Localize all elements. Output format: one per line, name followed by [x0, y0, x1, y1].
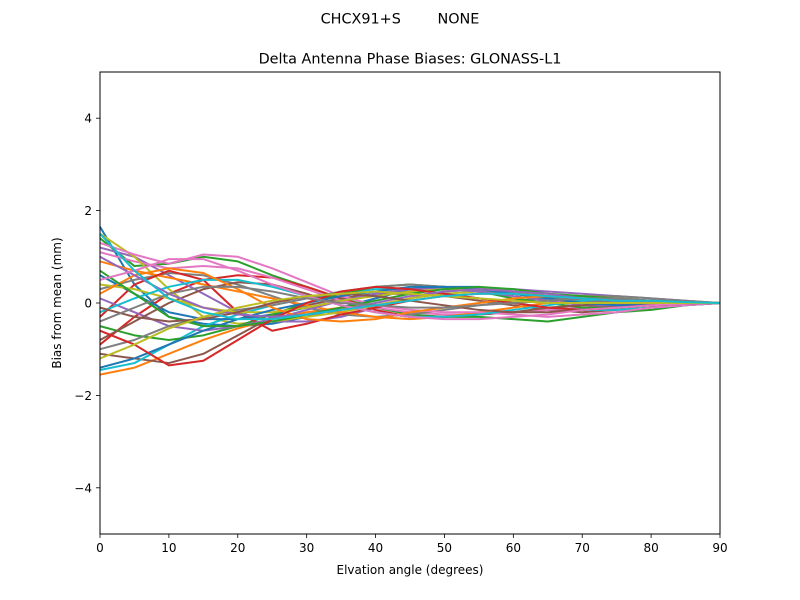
x-tick-label: 70 — [575, 541, 590, 555]
y-tick-label: 4 — [84, 112, 92, 126]
x-axis-label: Elvation angle (degrees) — [337, 563, 484, 577]
x-tick-label: 80 — [643, 541, 658, 555]
y-axis-ticks: −4 −2 0 2 4 — [74, 112, 100, 495]
series-line-30 — [99, 233, 721, 321]
series-line-8 — [99, 271, 721, 318]
x-tick-label: 10 — [161, 541, 176, 555]
chart-title: Delta Antenna Phase Biases: GLONASS-L1 — [259, 52, 562, 68]
series-line-28 — [99, 285, 721, 323]
series-line-21 — [99, 285, 721, 369]
x-tick-label: 40 — [368, 541, 383, 555]
y-axis-label: Bias from mean (mm) — [50, 237, 64, 368]
x-tick-label: 30 — [299, 541, 314, 555]
y-tick-label: 2 — [84, 204, 92, 218]
figure-suptitle: CHCX91+S NONE — [321, 12, 480, 28]
x-tick-label: 50 — [437, 541, 452, 555]
x-tick-label: 90 — [712, 541, 727, 555]
y-tick-label: −4 — [74, 481, 92, 495]
y-tick-label: 0 — [84, 297, 92, 311]
x-tick-label: 0 — [96, 541, 104, 555]
series-layer — [99, 226, 721, 376]
x-tick-label: 20 — [230, 541, 245, 555]
series-line-17 — [99, 241, 721, 318]
x-axis-ticks: 0 10 20 30 40 50 60 70 80 90 — [96, 534, 728, 555]
series-line-27 — [99, 258, 721, 321]
y-tick-label: −2 — [74, 389, 92, 403]
series-line-29 — [99, 290, 720, 360]
x-tick-label: 60 — [506, 541, 521, 555]
